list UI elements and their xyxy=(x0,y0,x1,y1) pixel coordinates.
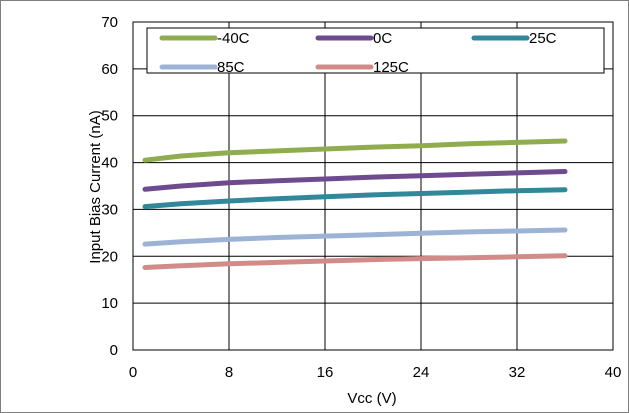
x-tick-label: 8 xyxy=(225,364,233,381)
legend-label: -40C xyxy=(217,30,250,47)
x-tick-label: 40 xyxy=(605,364,622,381)
y-tick-label: 40 xyxy=(101,155,118,172)
x-tick-label: 32 xyxy=(509,364,526,381)
y-tick-label: 70 xyxy=(101,14,118,31)
legend-label: 125C xyxy=(373,59,409,76)
legend-box xyxy=(146,27,605,74)
y-tick-label: 20 xyxy=(101,248,118,265)
series-line-0C xyxy=(142,169,568,192)
series-line--40C xyxy=(142,138,568,163)
series-line-85C xyxy=(142,227,568,247)
series-lines xyxy=(142,138,568,270)
series-line-125C xyxy=(142,253,568,270)
legend-label: 25C xyxy=(529,30,557,47)
legend: -40C 0C 25C 85C 125C xyxy=(146,27,605,76)
x-tick-label: 0 xyxy=(129,364,137,381)
y-tick-label: 30 xyxy=(101,201,118,218)
y-tick-label: 0 xyxy=(110,342,118,359)
legend-label: 0C xyxy=(373,30,392,47)
plot-border xyxy=(132,21,614,351)
y-axis-title: Input Bias Current (nA) xyxy=(87,110,104,263)
y-tick-label: 60 xyxy=(101,61,118,78)
axes: 0 10 20 30 40 50 60 70 0 8 16 24 32 40 xyxy=(101,14,621,381)
x-tick-label: 16 xyxy=(317,364,334,381)
x-tick-label: 24 xyxy=(413,364,430,381)
legend-label: 85C xyxy=(217,59,245,76)
series-line-25C xyxy=(142,187,568,210)
y-tick-label: 10 xyxy=(101,295,118,312)
y-tick-label: 50 xyxy=(101,108,118,125)
x-axis-title: Vcc (V) xyxy=(347,390,396,407)
